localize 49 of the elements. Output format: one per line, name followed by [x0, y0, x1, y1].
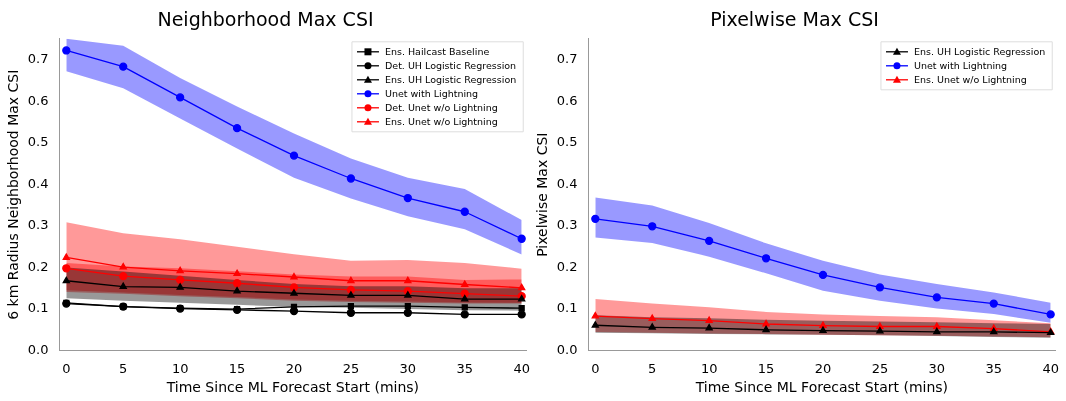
legend-label: Ens. UH Logistic Regression [384, 73, 517, 85]
x-tick-label: 15 [228, 360, 246, 376]
chart-title: Neighborhood Max CSI [157, 8, 374, 31]
x-tick-label: 0 [62, 360, 71, 376]
chart-title: Pixelwise Max CSI [710, 8, 879, 31]
legend-label: Ens. Unet w/o Lightning [913, 73, 1027, 85]
x-tick-label: 10 [171, 360, 189, 376]
y-tick-label: 0.0 [27, 341, 49, 357]
x-tick-label: 20 [814, 360, 832, 376]
y-tick-label: 0.2 [556, 258, 578, 274]
x-tick-label: 15 [757, 360, 775, 376]
x-tick-label: 25 [342, 360, 360, 376]
y-tick-label: 0.3 [556, 217, 578, 233]
y-tick-label: 0.6 [556, 92, 578, 108]
y-tick-label: 0.4 [27, 175, 49, 191]
legend-label: Ens. Hailcast Baseline [384, 45, 490, 57]
legend-label: Ens. UH Logistic Regression [913, 45, 1046, 57]
legend-label: Det. Unet w/o Lightning [384, 101, 498, 113]
x-tick-label: 5 [648, 360, 657, 376]
y-tick-label: 0.6 [27, 92, 49, 108]
y-tick-label: 0.7 [27, 50, 49, 66]
y-tick-label: 0.7 [556, 50, 578, 66]
y-tick-label: 0.2 [27, 258, 49, 274]
y-axis-title: 6 km Radius Neighborhood Max CSI [5, 69, 22, 320]
x-tick-label: 5 [119, 360, 128, 376]
y-tick-label: 0.5 [556, 134, 578, 150]
y-tick-label: 0.1 [556, 300, 578, 316]
x-tick-label: 40 [513, 360, 530, 376]
x-tick-label: 25 [871, 360, 889, 376]
x-tick-label: 35 [985, 360, 1003, 376]
x-tick-label: 10 [700, 360, 718, 376]
y-tick-label: 0.4 [556, 175, 578, 191]
x-tick-label: 35 [456, 360, 474, 376]
x-tick-label: 30 [928, 360, 946, 376]
y-axis-title: Pixelwise Max CSI [534, 132, 551, 257]
x-tick-label: 0 [591, 360, 600, 376]
legend-label: Unet with Lightning [913, 59, 1008, 71]
x-tick-label: 40 [1042, 360, 1059, 376]
y-tick-label: 0.5 [27, 134, 49, 150]
x-axis-title: Time Since ML Forecast Start (mins) [694, 379, 949, 396]
x-tick-label: 20 [285, 360, 303, 376]
legend-label: Unet with Lightning [384, 87, 479, 99]
x-axis-title: Time Since ML Forecast Start (mins) [165, 379, 420, 396]
legend-label: Ens. Unet w/o Lightning [384, 115, 498, 127]
y-tick-label: 0.3 [27, 217, 49, 233]
legend-label: Det. UH Logistic Regression [384, 59, 517, 71]
y-tick-label: 0.0 [556, 341, 578, 357]
y-tick-label: 0.1 [27, 300, 49, 316]
x-tick-label: 30 [399, 360, 417, 376]
